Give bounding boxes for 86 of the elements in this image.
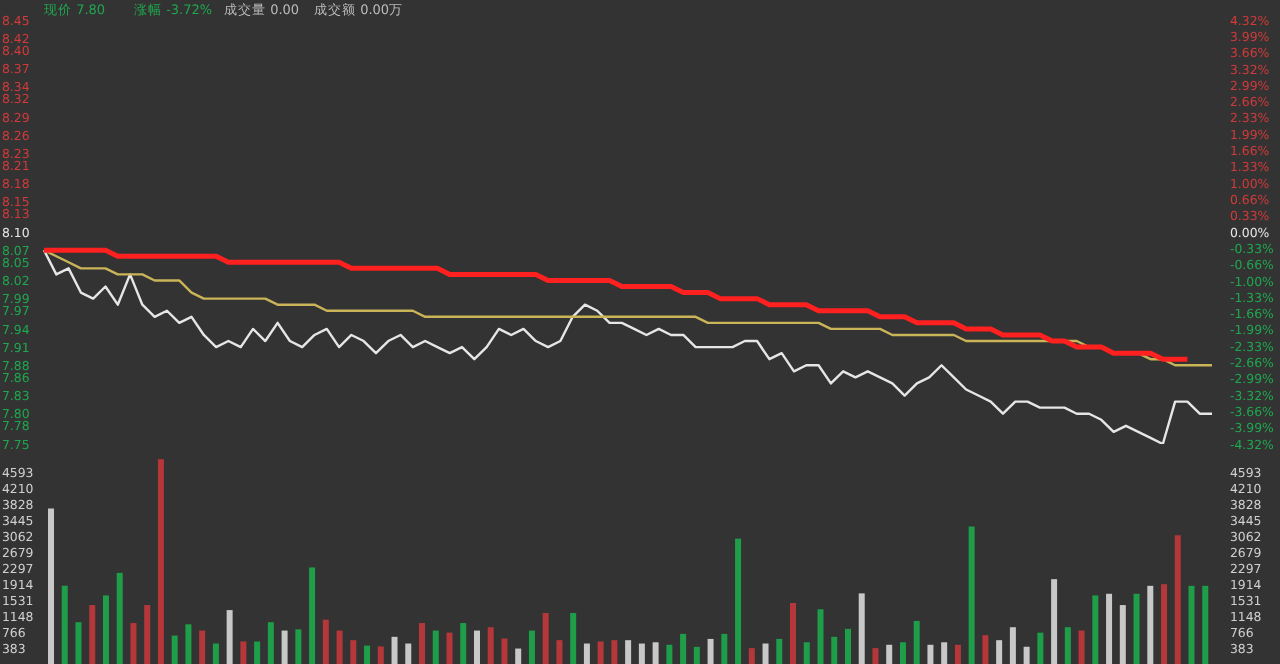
bar [954,644,961,664]
bar [61,585,68,664]
bar [1078,630,1085,664]
bar [680,633,687,664]
bar [1037,632,1044,664]
bar [803,642,810,664]
bar [48,508,54,664]
bar [831,636,838,664]
bar [226,610,233,664]
bar [1023,646,1030,664]
bar [748,648,755,664]
bar [996,640,1003,664]
bar [597,641,604,664]
bar [611,640,618,664]
bar [281,630,288,664]
bar [185,624,192,664]
bar [1064,627,1071,664]
bar [102,595,109,664]
line-series [42,248,1214,444]
bar [638,643,645,664]
bar [501,638,508,664]
bar [968,526,975,664]
bar [886,644,893,664]
bar [309,567,316,664]
bar [899,642,906,664]
bar [89,605,96,664]
bar [432,630,439,664]
bar [1009,627,1016,664]
bar [377,646,384,664]
bar [473,630,480,664]
bar [858,593,865,664]
bar [542,613,549,664]
bar [583,643,590,664]
bar [1119,605,1126,664]
bar [460,623,467,664]
bar [364,645,371,664]
bar [872,648,879,664]
bar [1092,595,1099,664]
bar [267,622,274,664]
bar [446,632,453,664]
bar [295,629,302,664]
bar [199,630,206,664]
bar [762,643,769,664]
bar [776,638,783,664]
bar [171,635,178,664]
bar [790,602,797,664]
bar [721,633,728,664]
bar [1188,585,1195,664]
bar [707,638,714,664]
bar [487,627,494,664]
bar [240,641,247,664]
bar [254,641,261,664]
bar [927,644,934,664]
bar [735,538,742,664]
bar [1147,585,1154,664]
bar [75,622,82,664]
bar [336,630,343,664]
bar [570,613,577,664]
bar [652,642,659,664]
bar [1106,593,1113,664]
bar [817,609,824,664]
bar [322,619,329,664]
bar [212,643,219,664]
bar [1051,579,1058,664]
bar [116,572,123,664]
bar [1161,584,1168,664]
bar [157,459,164,664]
bar [528,630,535,664]
bar [405,643,412,664]
bar [1174,535,1181,664]
bar [515,648,522,664]
bar [693,646,700,664]
bar [982,635,989,664]
bar [350,640,357,664]
bar [391,636,398,664]
bar [1202,585,1209,664]
bar [556,640,563,664]
bar [913,620,920,664]
bar [941,642,948,664]
bar [130,623,137,664]
bar [666,644,673,664]
bar [844,628,851,664]
bar [625,640,632,664]
bar [144,605,151,664]
bar [1133,593,1140,664]
bar [419,623,426,664]
